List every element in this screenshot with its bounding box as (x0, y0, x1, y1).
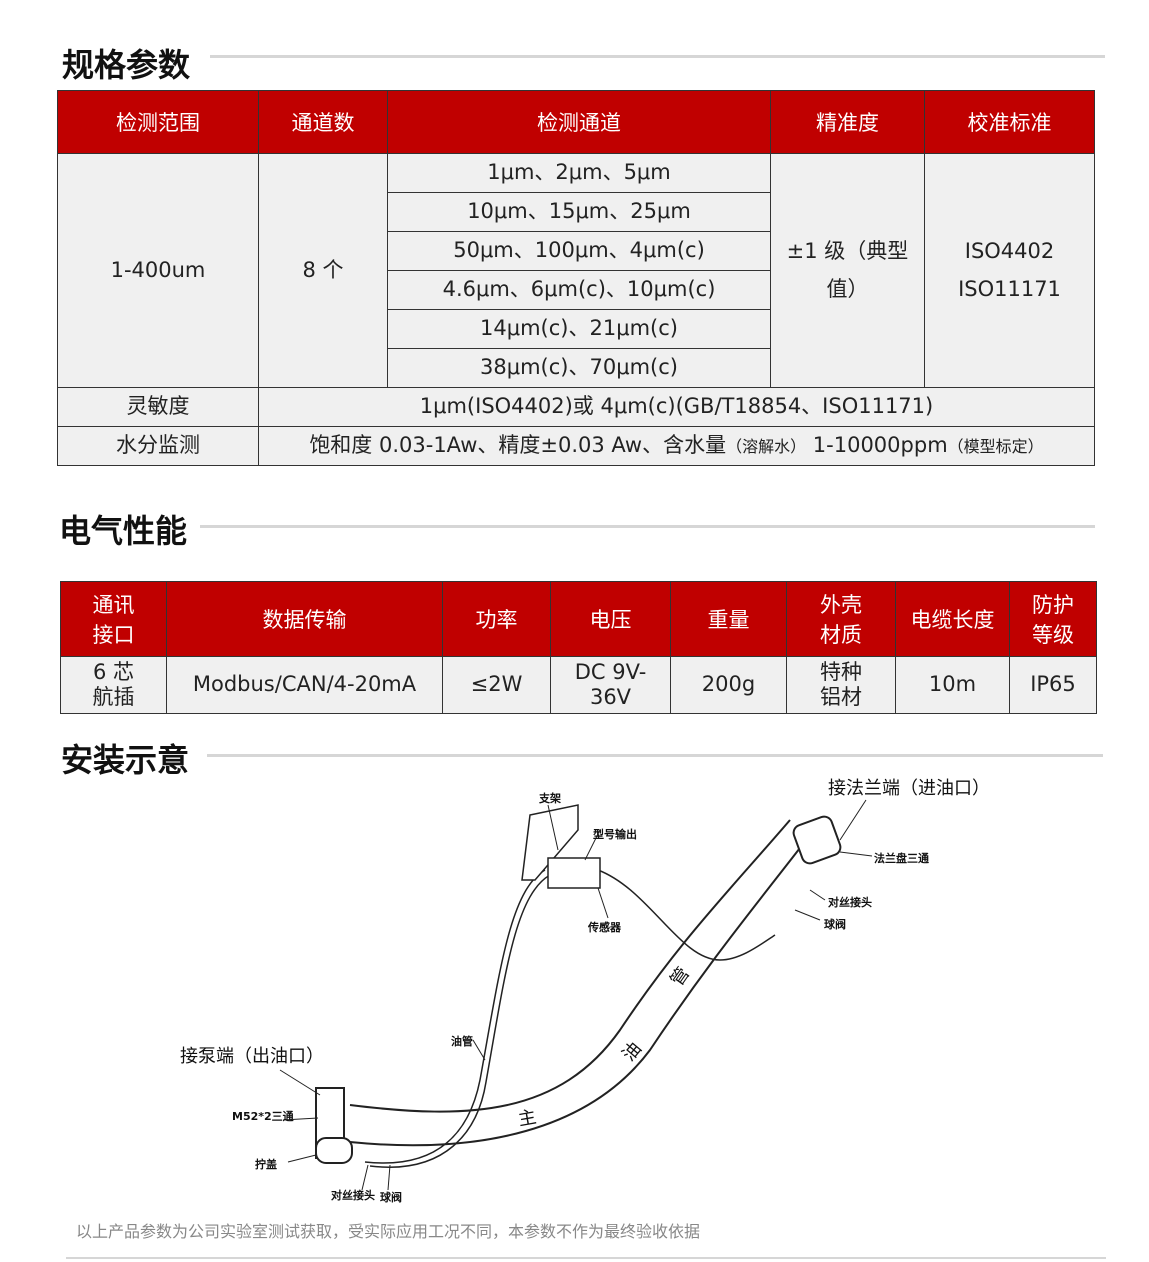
flange (792, 815, 842, 865)
header-detect-channels: 检测通道 (387, 90, 771, 154)
header-protection: 防护等级 (1009, 581, 1097, 657)
cap (315, 1137, 353, 1164)
calibration-2: ISO11171 (958, 276, 1061, 301)
sensor-box (547, 857, 601, 889)
data-value: Modbus/CAN/4-20mA (166, 656, 443, 714)
header-voltage: 电压 (550, 581, 671, 657)
label-flange-end: 接法兰端（进油口） (828, 778, 990, 799)
header-interface: 通讯接口 (60, 581, 167, 657)
label-tee: M52*2三通 (232, 1110, 294, 1123)
header-power: 功率 (442, 581, 551, 657)
weight-value: 200g (670, 656, 787, 714)
accuracy-value: ±1 级（典型值） (770, 153, 925, 388)
leader-lines (279, 799, 873, 1191)
label-bracket: 支架 (539, 792, 561, 805)
header-accuracy: 精准度 (770, 90, 925, 154)
sensitivity-label: 灵敏度 (57, 387, 259, 427)
protection-value: IP65 (1009, 656, 1097, 714)
label-valve: 球阀 (824, 918, 846, 931)
header-weight: 重量 (670, 581, 787, 657)
header-channels: 通道数 (258, 90, 388, 154)
label-valve: 球阀 (380, 1191, 402, 1204)
label-oil-pipe: 油管 (451, 1035, 473, 1048)
section-title-install: 安装示意 (61, 741, 190, 779)
channel-row: 14μm(c)、21μm(c) (387, 309, 771, 349)
header-range: 检测范围 (57, 90, 259, 154)
sensor-pipe (597, 869, 776, 961)
divider (207, 754, 1103, 757)
label-coupling: 对丝接头 (331, 1189, 375, 1202)
header-calibration: 校准标准 (924, 90, 1095, 154)
channel-row: 10μm、15μm、25μm (387, 192, 771, 232)
power-value: ≤2W (442, 656, 551, 714)
label-coupling: 对丝接头 (828, 896, 872, 909)
header-material: 外壳材质 (786, 581, 896, 657)
divider (200, 525, 1095, 528)
label-pump-end: 接泵端（出油口） (180, 1046, 324, 1067)
sensitivity-value: 1μm(ISO4402)或 4μm(c)(GB/T18854、ISO11171) (258, 387, 1095, 427)
label-cap: 拧盖 (255, 1158, 277, 1171)
label-sensor: 传感器 (588, 921, 621, 934)
material-value: 特种铝材 (786, 656, 896, 714)
oil-pipe (364, 869, 546, 1164)
installation-diagram (279, 799, 873, 1191)
divider (210, 55, 1105, 58)
main-oil-pipe (349, 819, 811, 1147)
electrical-table: 通讯接口 数据传输 功率 电压 重量 外壳材质 电缆长度 防护等级 6 芯航插 … (60, 581, 1097, 714)
moisture-value: 饱和度 0.03-1Aw、精度±0.03 Aw、含水量（溶解水） 1-10000… (258, 426, 1095, 466)
section-title-spec: 规格参数 (62, 46, 191, 84)
moisture-text: 饱和度 0.03-1Aw、精度±0.03 Aw、含水量 (309, 433, 727, 458)
channel-row: 50μm、100μm、4μm(c) (387, 231, 771, 271)
moisture-label: 水分监测 (57, 426, 259, 466)
channel-row: 4.6μm、6μm(c)、10μm(c) (387, 270, 771, 310)
voltage-value: DC 9V-36V (550, 656, 671, 714)
section-title-electrical: 电气性能 (59, 512, 188, 550)
oil-pipe (369, 874, 551, 1168)
cable-value: 10m (895, 656, 1010, 714)
moisture-note: （溶解水） (726, 437, 807, 457)
header-data: 数据传输 (166, 581, 443, 657)
label-flange-tee: 法兰盘三通 (874, 852, 929, 865)
label-model-out: 型号输出 (593, 828, 637, 841)
interface-value: 6 芯航插 (60, 656, 167, 714)
header-cable: 电缆长度 (895, 581, 1010, 657)
range-value: 1-400um (57, 153, 259, 388)
channel-row: 38μm(c)、70μm(c) (387, 348, 771, 388)
moisture-note2: （模型标定） (947, 437, 1044, 457)
calibration-value: ISO4402 ISO11171 (924, 153, 1095, 388)
bracket (521, 804, 579, 881)
moisture-range: 1-10000ppm (806, 433, 948, 458)
spec-table: 检测范围 通道数 检测通道 精准度 校准标准 1-400um 8 个 1μm、2… (57, 90, 1095, 466)
channel-row: 1μm、2μm、5μm (387, 153, 771, 193)
calibration-1: ISO4402 (964, 238, 1055, 263)
channels-value: 8 个 (258, 153, 388, 388)
divider (66, 1257, 1106, 1259)
footer-note: 以上产品参数为公司实验室测试获取，受实际应用工况不同，本参数不作为最终验收依据 (76, 1222, 701, 1241)
